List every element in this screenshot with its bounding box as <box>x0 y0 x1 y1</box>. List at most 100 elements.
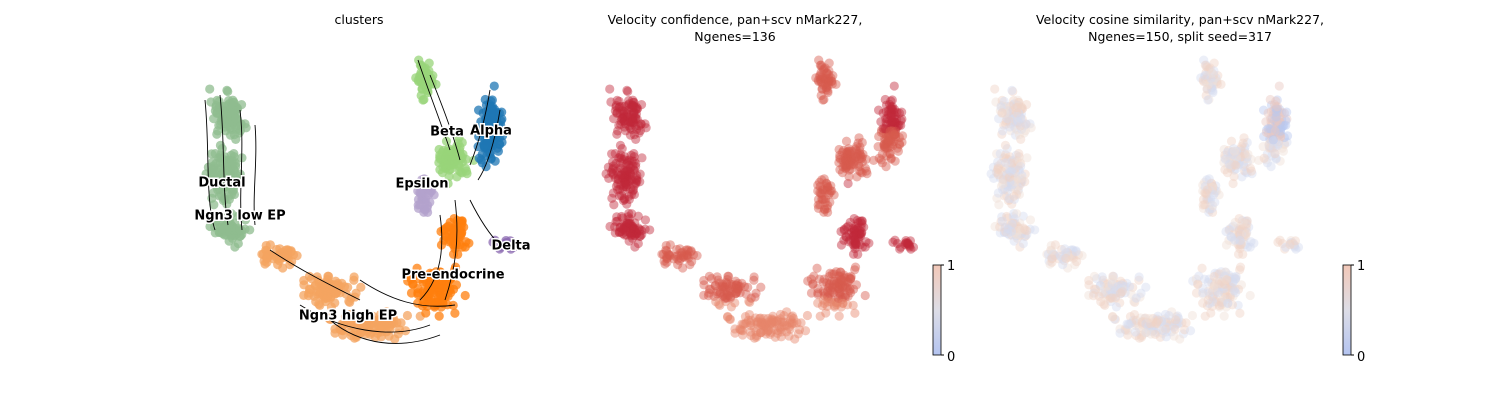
cell-point <box>817 84 827 94</box>
cell-point <box>1163 317 1173 327</box>
cell-point <box>1160 309 1171 320</box>
cell-point <box>631 177 641 187</box>
cell-point <box>326 302 336 312</box>
cell-point <box>617 144 627 154</box>
cell-point <box>1274 104 1285 114</box>
cell-point <box>659 256 669 266</box>
cell-point <box>715 289 725 299</box>
cell-point <box>1266 129 1276 140</box>
cell-point <box>835 153 845 163</box>
cell-point <box>1060 244 1070 254</box>
cell-point <box>887 119 898 129</box>
cell-point <box>1073 250 1084 260</box>
cell-point <box>1231 146 1242 156</box>
cell-point <box>766 319 776 329</box>
cell-point <box>723 290 733 300</box>
cell-point <box>836 267 846 277</box>
cell-point <box>231 173 242 183</box>
cell-point <box>836 274 846 285</box>
cell-point <box>1199 77 1209 87</box>
cell-point <box>1204 207 1214 217</box>
cell-point <box>1004 230 1015 240</box>
streamline <box>419 214 443 301</box>
cell-point <box>756 328 766 338</box>
cell-point <box>838 162 848 172</box>
cell-point <box>1002 144 1012 154</box>
cell-point <box>446 160 456 170</box>
cell-point <box>1013 221 1023 232</box>
cell-point <box>1266 139 1276 149</box>
cell-point <box>1223 281 1233 291</box>
cell-point <box>613 174 624 184</box>
cell-point <box>1001 211 1012 222</box>
cell-point <box>626 221 636 231</box>
cell-point <box>1097 272 1107 282</box>
cell-point <box>1158 325 1168 336</box>
cell-point <box>842 148 852 158</box>
cell-point <box>1050 240 1060 250</box>
cell-point <box>813 180 823 190</box>
cell-point <box>1210 197 1220 207</box>
cell-point <box>818 73 829 83</box>
cell-point <box>660 259 670 269</box>
cell-point <box>1013 117 1023 127</box>
cell-point <box>1004 193 1014 204</box>
cell-point <box>1233 159 1244 169</box>
cell-point <box>815 311 825 321</box>
cell-point <box>1272 95 1282 105</box>
cell-point <box>851 229 861 239</box>
cell-point <box>1202 62 1212 72</box>
cell-point <box>1004 155 1014 165</box>
cell-point <box>1120 281 1130 292</box>
cell-point <box>1237 141 1247 151</box>
cell-point <box>1270 142 1280 152</box>
cell-point <box>229 156 239 166</box>
cell-point <box>634 121 644 131</box>
cell-point <box>623 166 633 176</box>
cell-point <box>1130 320 1141 331</box>
cell-point <box>626 189 637 199</box>
cell-point <box>758 325 769 335</box>
cell-point <box>624 236 634 246</box>
cell-point <box>1008 166 1018 176</box>
cell-point <box>998 174 1009 184</box>
cell-point <box>860 242 870 252</box>
cell-point <box>813 75 823 85</box>
cell-point <box>1124 282 1135 292</box>
cell-point <box>1266 113 1276 124</box>
cell-point <box>1008 212 1018 222</box>
cell-point <box>304 271 315 281</box>
cell-point <box>1207 292 1218 302</box>
cell-point <box>1001 227 1011 237</box>
cell-point <box>1242 216 1252 226</box>
cell-point <box>1224 159 1234 169</box>
cell-point <box>824 294 834 304</box>
cell-point <box>1013 164 1024 175</box>
cell-point <box>841 282 851 292</box>
cell-point <box>849 160 859 170</box>
cell-point <box>890 117 901 128</box>
cell-point <box>822 301 832 312</box>
cell-point <box>1198 180 1208 190</box>
cell-point <box>1105 293 1116 303</box>
cell-point <box>1116 289 1126 299</box>
cell-point <box>1201 67 1211 78</box>
confidence-points <box>601 55 919 344</box>
cell-point <box>815 199 825 210</box>
cell-point <box>1014 117 1024 128</box>
cell-point <box>881 129 891 140</box>
cell-point <box>441 232 452 242</box>
cell-point <box>752 317 762 327</box>
confidence-scatter: 10 <box>601 55 955 365</box>
cell-point <box>849 226 859 237</box>
cell-point <box>605 84 615 94</box>
cell-point <box>840 292 850 302</box>
cell-point <box>1225 155 1236 165</box>
cell-point <box>628 186 638 196</box>
cell-point <box>893 146 903 156</box>
cell-point <box>611 181 622 191</box>
cell-point <box>1172 319 1182 329</box>
cell-point <box>1213 287 1224 298</box>
cell-point <box>424 58 434 68</box>
cell-point <box>704 284 714 294</box>
